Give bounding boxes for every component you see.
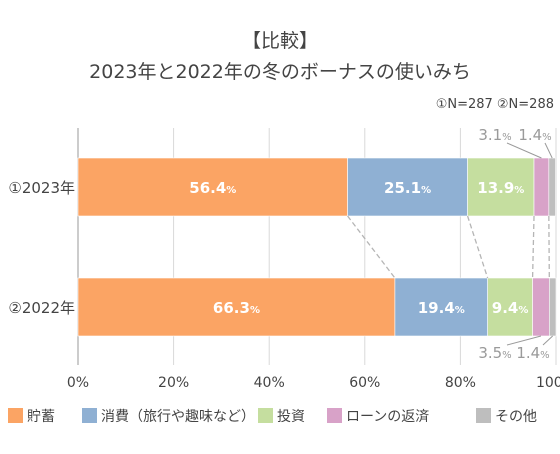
bar-segment bbox=[533, 278, 550, 336]
category-label: ②2022年 bbox=[8, 299, 75, 317]
x-tick-label: 20% bbox=[158, 375, 189, 391]
bar-segment bbox=[549, 278, 556, 336]
x-tick-label: 40% bbox=[254, 375, 285, 391]
chart-subtitle: 2023年と2022年の冬のボーナスの使いみち bbox=[89, 61, 471, 83]
legend-swatch bbox=[327, 408, 342, 423]
data-label: 3.5% bbox=[478, 344, 511, 362]
data-label: 1.4% bbox=[518, 126, 551, 144]
legend-swatch bbox=[258, 408, 273, 423]
leader-line bbox=[507, 143, 541, 158]
category-label: ①2023年 bbox=[8, 179, 75, 197]
connector-line bbox=[533, 216, 534, 278]
legend-label: その他 bbox=[495, 409, 537, 425]
legend-swatch bbox=[8, 408, 23, 423]
data-label: 3.1% bbox=[478, 126, 511, 144]
x-tick-label: 0% bbox=[67, 375, 89, 391]
x-tick-label: 60% bbox=[349, 375, 380, 391]
legend-label: 消費（旅行や趣味など） bbox=[101, 409, 255, 425]
legend-swatch bbox=[476, 408, 491, 423]
chart-title: 【比較】 bbox=[242, 30, 318, 52]
bar-segment bbox=[549, 158, 556, 216]
x-tick-label: 80% bbox=[445, 375, 476, 391]
legend-swatch bbox=[82, 408, 97, 423]
sample-size-note: ①N=287 ②N=288 bbox=[436, 97, 554, 112]
connector-line bbox=[348, 216, 395, 278]
legend-label: ローンの返済 bbox=[346, 409, 429, 425]
data-label: 1.4% bbox=[516, 344, 549, 362]
connector-line bbox=[468, 216, 488, 278]
legend-label: 貯蓄 bbox=[27, 409, 55, 425]
x-tick-label: 100% bbox=[536, 375, 560, 391]
leader-line bbox=[543, 336, 553, 345]
bar-segment bbox=[534, 158, 549, 216]
legend-label: 投資 bbox=[277, 409, 305, 425]
leader-line bbox=[545, 143, 552, 158]
